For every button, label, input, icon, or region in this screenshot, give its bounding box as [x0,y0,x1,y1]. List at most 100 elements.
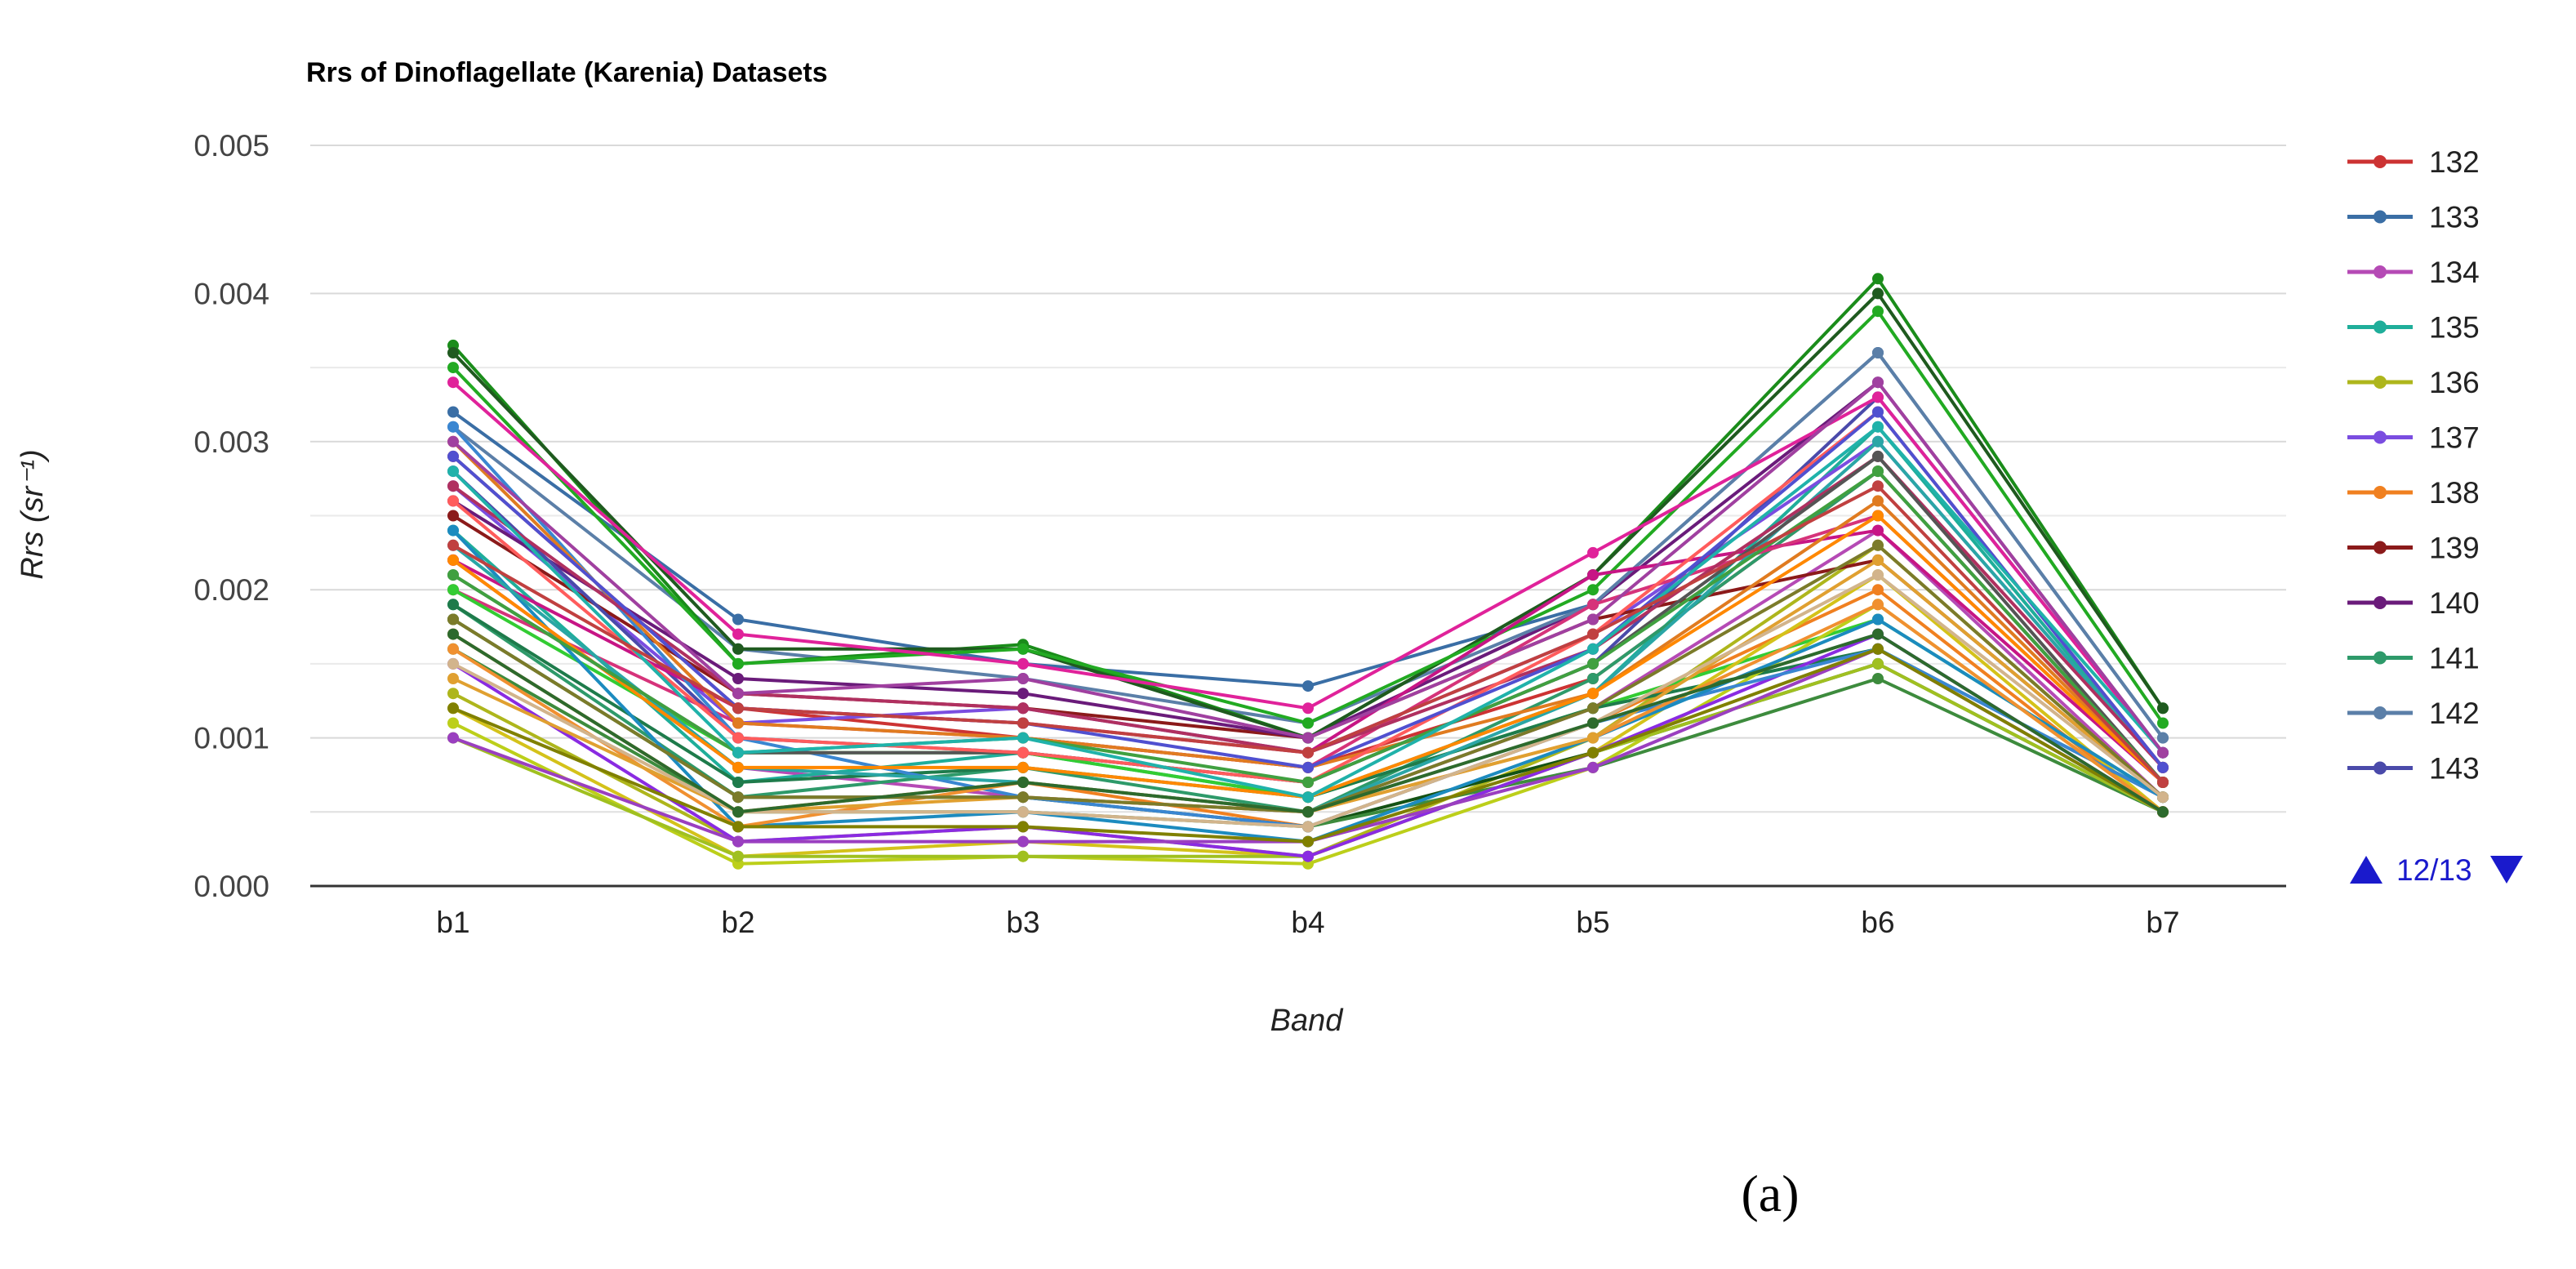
legend-swatch-marker [2374,761,2387,775]
legend-item-143[interactable]: 143 [2347,752,2480,786]
legend-swatch-marker [2374,541,2387,554]
data-point [1302,850,1314,862]
data-point [1017,850,1029,862]
data-point [1587,613,1599,626]
data-point [447,584,459,596]
data-point [1302,835,1314,848]
data-point [1017,746,1029,759]
data-point [732,628,744,640]
data-point [1302,777,1314,788]
data-point [447,599,459,611]
data-point [1872,539,1884,551]
data-point [1587,732,1599,744]
data-point [1872,480,1884,492]
series-line [452,470,2164,814]
data-point [1587,643,1599,655]
y-tick-label: 0.003 [194,425,269,459]
data-point [732,821,744,833]
data-point [447,362,459,374]
data-point [447,421,459,433]
legend-item-140[interactable]: 140 [2347,586,2480,620]
legend-label: 140 [2429,586,2480,620]
data-point [447,717,459,729]
data-point [732,850,744,862]
data-point [1017,717,1029,729]
data-point [1872,510,1884,522]
series-unlabeled-14 [447,305,2169,729]
data-point [732,613,744,626]
pager-down-arrow-icon[interactable] [2490,856,2523,884]
pager-up-arrow-icon[interactable] [2350,856,2382,884]
legend-label: 142 [2429,697,2480,730]
data-point [1872,406,1884,418]
data-point [1587,657,1599,670]
data-point [1017,777,1029,788]
y-tick-label: 0.002 [194,573,269,607]
series-lines [447,273,2169,870]
x-axis-title: Band [1270,1004,1345,1038]
data-point [732,761,744,773]
data-point [1872,495,1884,507]
x-tick-label: b7 [2146,906,2179,939]
data-point [447,465,459,478]
data-point [732,673,744,684]
legend-item-139[interactable]: 139 [2347,532,2480,565]
legend-item-136[interactable]: 136 [2347,366,2480,399]
data-point [1017,835,1029,848]
data-point [447,406,459,418]
y-axis-ticks: 0.000 0.001 0.002 0.003 0.004 0.005 [194,129,269,903]
data-point [447,688,459,700]
data-point [447,347,459,358]
series-unlabeled-43 [447,480,2169,788]
legend-label: 134 [2429,256,2480,289]
data-point [1587,599,1599,611]
data-point [732,643,744,655]
data-point [1872,643,1884,655]
data-point [2157,746,2169,759]
legend-label: 135 [2429,311,2480,345]
y-axis-title: Rrs (sr⁻¹) [16,449,50,579]
data-point [447,539,459,551]
data-point [732,702,744,715]
data-point [1872,569,1884,581]
data-point [2157,717,2169,729]
data-point [1587,584,1599,596]
data-point [447,510,459,522]
data-point [447,435,459,447]
legend-item-138[interactable]: 138 [2347,476,2480,510]
legend-item-132[interactable]: 132 [2347,145,2480,179]
data-point [732,835,744,848]
legend-item-134[interactable]: 134 [2347,256,2480,289]
x-tick-label: b2 [721,906,754,939]
legend-swatch-marker [2374,706,2387,719]
legend-item-133[interactable]: 133 [2347,201,2480,234]
data-point [1872,421,1884,433]
data-point [1302,806,1314,818]
data-point [447,524,459,537]
data-point [1872,524,1884,537]
data-point [1872,305,1884,318]
x-tick-label: b1 [436,906,469,939]
legend-label: 136 [2429,366,2480,399]
data-point [447,569,459,581]
legend-swatch-marker [2374,376,2387,389]
data-point [2157,732,2169,744]
data-point [1302,702,1314,715]
legend-label: 138 [2429,476,2480,510]
legend-swatch-marker [2374,651,2387,665]
legend-swatch-marker [2374,210,2387,224]
legend-swatch-marker [2374,486,2387,499]
data-point [1587,628,1599,640]
series-unlabeled-44 [447,376,2169,759]
data-point [1872,673,1884,684]
legend-item-137[interactable]: 137 [2347,421,2480,455]
y-tick-label: 0.000 [194,870,269,903]
legend-item-142[interactable]: 142 [2347,697,2480,730]
data-point [2157,702,2169,715]
legend-label: 133 [2429,201,2480,234]
data-point [1587,717,1599,729]
legend-item-135[interactable]: 135 [2347,311,2480,345]
x-tick-label: b6 [1861,906,1894,939]
legend-item-141[interactable]: 141 [2347,642,2480,675]
